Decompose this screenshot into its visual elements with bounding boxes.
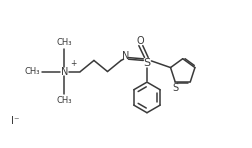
Text: S: S: [172, 83, 178, 93]
Text: CH₃: CH₃: [57, 38, 72, 47]
Text: CH₃: CH₃: [24, 67, 40, 76]
Text: CH₃: CH₃: [57, 96, 72, 105]
Text: N: N: [122, 51, 129, 61]
Text: +: +: [70, 59, 76, 68]
Text: I⁻: I⁻: [11, 116, 20, 126]
Text: O: O: [137, 36, 145, 46]
Text: S: S: [143, 58, 150, 68]
Text: N: N: [61, 67, 68, 77]
